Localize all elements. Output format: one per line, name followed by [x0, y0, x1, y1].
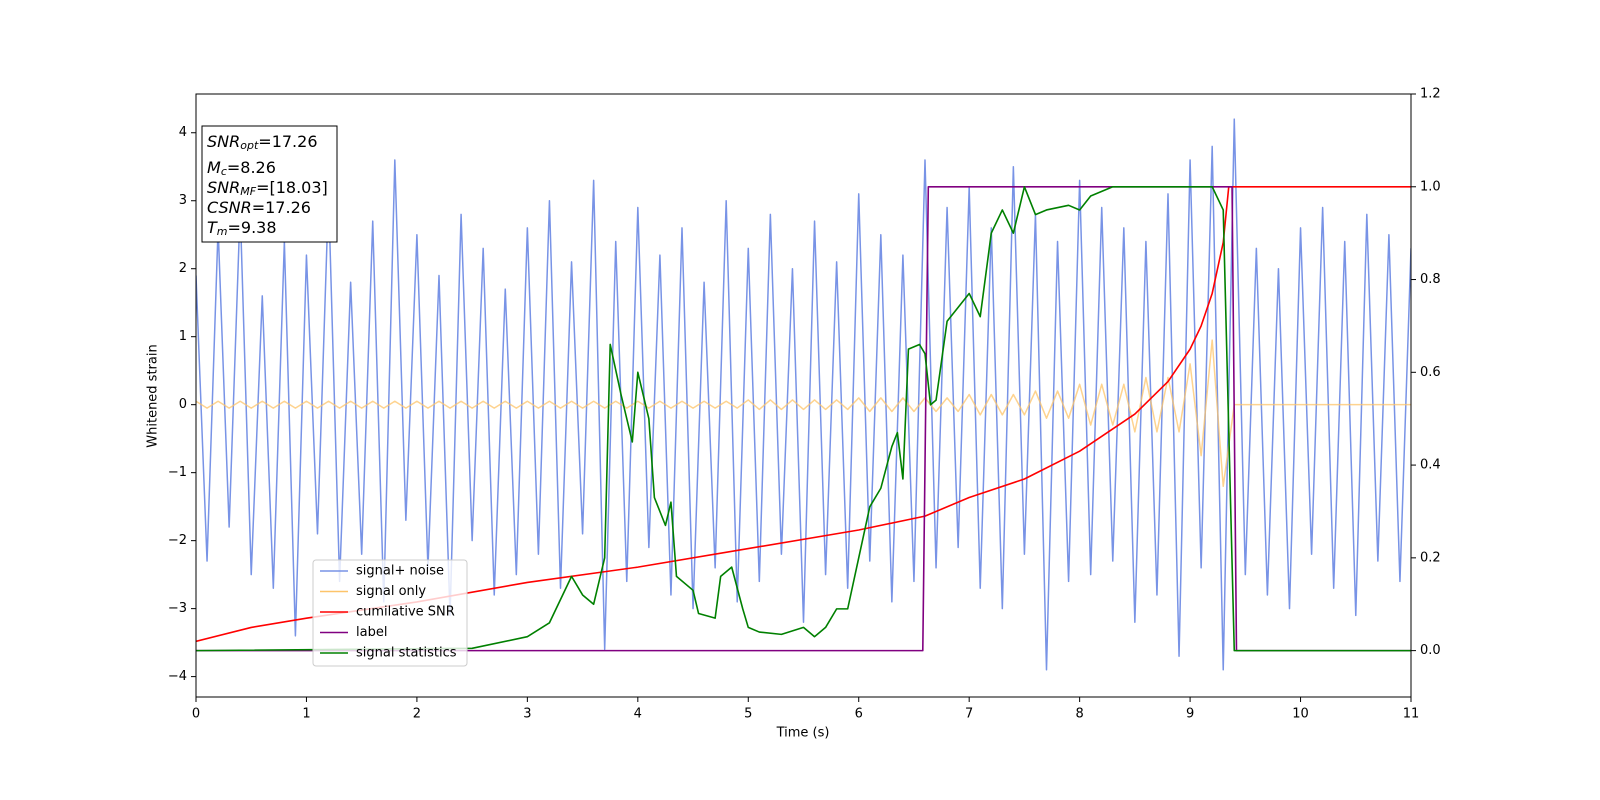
series-line	[196, 339, 1411, 488]
x-tick-label: 2	[413, 707, 421, 722]
legend-label: signal statistics	[356, 646, 457, 661]
x-tick-label: 5	[744, 707, 752, 722]
x-tick-label: 11	[1403, 707, 1420, 722]
legend: signal+ noise signal only cumilative SNR la…	[312, 559, 468, 667]
x-tick-label: 7	[965, 707, 973, 722]
legend-label: signal+ noise	[356, 564, 444, 579]
annotation-frame	[201, 125, 338, 243]
y2-tick-label: 1.2	[1420, 87, 1441, 102]
legend-label: label	[356, 625, 387, 640]
annotation: Tm=9.38	[207, 218, 277, 239]
annotation-symbol: M	[207, 158, 221, 177]
y-tick-label: −1	[168, 465, 187, 480]
annotation-value: =[18.03]	[256, 178, 328, 197]
annotation-subscript: opt	[240, 139, 259, 152]
legend-label: cumilative SNR	[356, 605, 455, 620]
annotation-value: =17.26	[258, 132, 317, 151]
y-tick-label: 4	[179, 125, 187, 140]
annotation-subscript: MF	[240, 185, 256, 198]
y-tick-label: 0	[179, 397, 187, 412]
annotation-subscript: m	[217, 225, 228, 238]
x-tick-label: 3	[523, 707, 531, 722]
y2-tick-label: 0.4	[1420, 458, 1441, 473]
y2-tick-label: 0.2	[1420, 550, 1441, 565]
series-line	[196, 185, 1411, 652]
annotation-symbol: SNR	[207, 178, 240, 197]
y-tick-label: −4	[168, 669, 187, 684]
y-tick-label: −2	[168, 533, 187, 548]
y2-tick-label: 0.8	[1420, 272, 1441, 287]
x-tick-label: 8	[1075, 707, 1083, 722]
legend-frame	[312, 559, 468, 667]
annotation: SNRMF=[18.03]	[207, 178, 328, 199]
series-line	[196, 118, 1411, 671]
y2-tick-label: 0.6	[1420, 365, 1441, 380]
y-axis-label: Whitened strain	[146, 344, 161, 447]
y-tick-label: 2	[179, 261, 187, 276]
plot-frame	[195, 93, 1412, 698]
annotation-subscript: c	[221, 165, 227, 178]
annotation: SNRopt=17.26	[207, 132, 318, 153]
annotation-symbol: SNR	[207, 132, 240, 151]
annotation: CSNR=17.26	[207, 198, 311, 217]
x-tick-label: 4	[634, 707, 642, 722]
annotation-symbol: CSNR	[207, 198, 252, 217]
legend-label: signal only	[356, 584, 426, 599]
x-tick-label: 0	[192, 707, 200, 722]
y2-tick-label: 0.0	[1420, 643, 1441, 658]
y-tick-label: 1	[179, 329, 187, 344]
annotation-value: =8.26	[227, 158, 276, 177]
annotation-value: =17.26	[252, 198, 311, 217]
y2-tick-label: 1.0	[1420, 179, 1441, 194]
y-tick-label: 3	[179, 193, 187, 208]
x-tick-label: 9	[1186, 707, 1194, 722]
annotation-value: =9.38	[228, 218, 277, 237]
annotation-symbol: T	[207, 218, 218, 237]
x-axis-label: Time (s)	[776, 726, 830, 741]
x-tick-label: 1	[302, 707, 310, 722]
y-tick-label: −3	[168, 601, 187, 616]
x-tick-label: 6	[855, 707, 863, 722]
annotation-box: SNRopt=17.26Mc=8.26SNRMF=[18.03]CSNR=17.…	[201, 125, 338, 243]
annotation: Mc=8.26	[207, 158, 276, 179]
x-tick-label: 10	[1292, 707, 1309, 722]
